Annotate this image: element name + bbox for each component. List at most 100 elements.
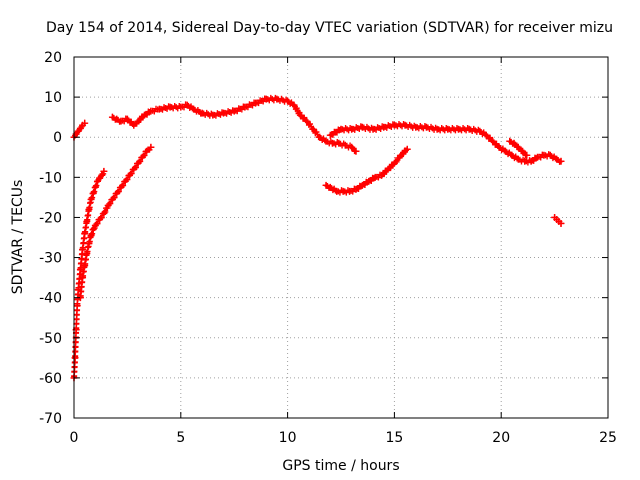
- data-point: [130, 121, 138, 129]
- data-point: [147, 143, 155, 151]
- data-point: [401, 121, 409, 129]
- data-point: [134, 117, 142, 125]
- data-point: [380, 123, 388, 131]
- data-point: [190, 105, 198, 113]
- data-point: [140, 111, 148, 119]
- x-tick-label: 15: [385, 430, 403, 446]
- data-point: [252, 99, 260, 107]
- data-point: [198, 109, 206, 117]
- data-point: [81, 229, 89, 237]
- data-point: [514, 143, 522, 151]
- data-point: [113, 189, 121, 197]
- series-arc-6: [322, 145, 411, 196]
- data-point: [130, 165, 138, 173]
- data-point: [73, 302, 81, 310]
- data-point: [519, 147, 527, 155]
- data-point: [454, 125, 462, 133]
- data-point: [495, 143, 503, 151]
- data-point: [335, 139, 343, 147]
- data-point: [508, 151, 516, 159]
- y-tick-label: 20: [44, 50, 62, 66]
- data-point: [79, 246, 87, 254]
- data-point: [89, 189, 97, 197]
- marker-trail: [551, 214, 565, 227]
- data-point: [403, 145, 411, 153]
- y-tick-label: 0: [53, 130, 62, 146]
- data-point: [209, 111, 217, 119]
- data-point: [337, 125, 345, 133]
- marker-trail: [71, 168, 107, 381]
- data-point: [316, 133, 324, 141]
- data-point: [123, 115, 131, 123]
- data-point: [83, 250, 91, 258]
- y-tick-label: -40: [39, 291, 62, 307]
- y-tick-label: -30: [39, 251, 62, 267]
- data-point: [346, 187, 354, 195]
- data-point: [108, 195, 116, 203]
- data-point: [540, 151, 548, 159]
- data-point: [143, 147, 151, 155]
- data-point: [79, 274, 87, 282]
- x-tick-label: 10: [279, 430, 297, 446]
- data-point: [81, 262, 89, 270]
- data-point: [177, 103, 185, 111]
- data-point: [510, 139, 518, 147]
- data-point: [341, 141, 349, 149]
- data-point: [506, 137, 514, 145]
- data-point: [358, 181, 366, 189]
- y-tick-label: -20: [39, 210, 62, 226]
- data-point: [296, 111, 304, 119]
- data-point: [113, 115, 121, 123]
- data-point: [309, 125, 317, 133]
- data-point: [126, 171, 134, 179]
- data-point: [369, 125, 377, 133]
- data-point: [482, 131, 490, 139]
- grid-lines: [74, 57, 608, 418]
- data-point: [390, 121, 398, 129]
- data-point: [557, 219, 565, 227]
- data-point: [489, 137, 497, 145]
- data-point: [121, 177, 129, 185]
- data-point: [134, 159, 142, 167]
- data-point: [326, 131, 334, 139]
- data-point: [87, 231, 95, 239]
- data-point: [326, 183, 334, 191]
- data-point: [348, 143, 356, 151]
- data-point: [108, 113, 116, 121]
- data-point: [138, 153, 146, 161]
- data-point: [501, 147, 509, 155]
- data-point: [534, 153, 542, 161]
- data-point: [284, 97, 292, 105]
- data-point: [241, 103, 249, 111]
- data-point: [91, 221, 99, 229]
- data-point: [87, 195, 95, 203]
- data-point: [230, 107, 238, 115]
- plot-frame: [73, 56, 609, 419]
- data-point: [290, 101, 298, 109]
- series-arc-2: [70, 167, 108, 382]
- y-tick-label: 10: [44, 90, 62, 106]
- data-point: [365, 177, 373, 185]
- y-tick-label: -50: [39, 331, 62, 347]
- data-point: [303, 117, 311, 125]
- data-point: [183, 101, 191, 109]
- series-arc-8: [551, 213, 565, 227]
- data-point: [328, 139, 336, 147]
- data-point: [91, 183, 99, 191]
- data-point: [117, 117, 125, 125]
- data-point: [371, 173, 379, 181]
- data-point: [352, 185, 360, 193]
- data-point: [523, 151, 531, 159]
- data-point: [98, 171, 106, 179]
- y-tick-label: -60: [39, 371, 62, 387]
- chart-title: Day 154 of 2014, Sidereal Day-to-day VTE…: [46, 20, 613, 36]
- data-point: [390, 159, 398, 167]
- data-points: [70, 94, 565, 382]
- marker-trail: [109, 94, 359, 155]
- y-tick-label: -70: [39, 411, 62, 427]
- x-tick-label: 20: [492, 430, 510, 446]
- data-point: [117, 183, 125, 191]
- data-point: [333, 187, 341, 195]
- data-point: [384, 165, 392, 173]
